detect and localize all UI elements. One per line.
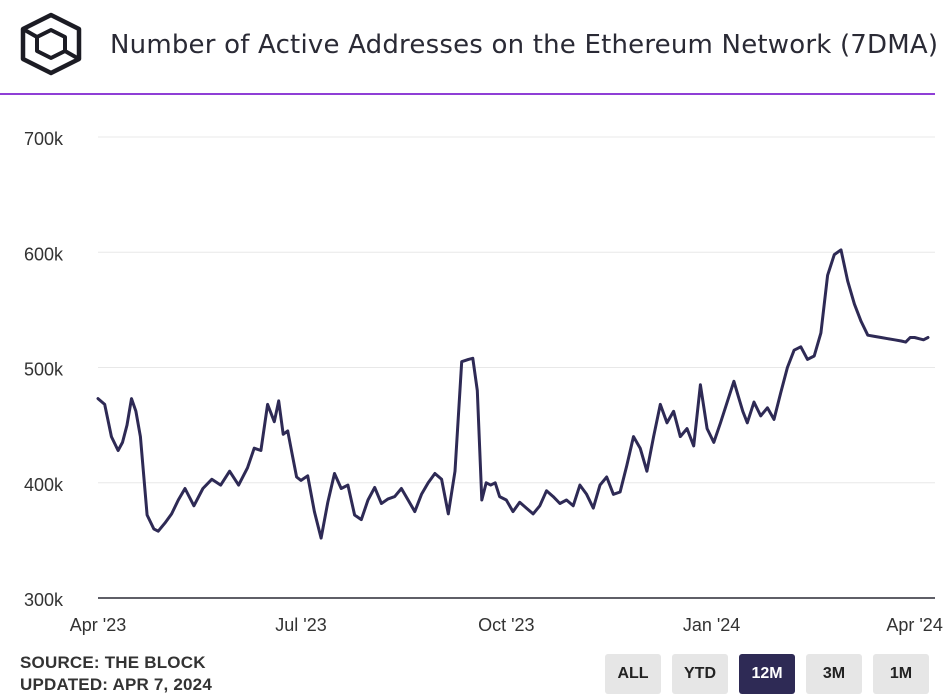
y-tick-label: 300k bbox=[24, 590, 64, 610]
y-tick-label: 700k bbox=[24, 129, 64, 149]
chart-title: Number of Active Addresses on the Ethere… bbox=[110, 30, 939, 60]
source-label: SOURCE: THE BLOCK bbox=[20, 653, 206, 672]
range-selector: ALL YTD 12M 3M 1M bbox=[605, 654, 940, 694]
x-tick-label: Jan '24 bbox=[683, 615, 740, 635]
y-tick-label: 500k bbox=[24, 360, 64, 380]
x-tick-label: Jul '23 bbox=[275, 615, 326, 635]
range-button-ytd[interactable]: YTD bbox=[672, 654, 728, 694]
range-button-12m[interactable]: 12M bbox=[739, 654, 795, 694]
header-divider bbox=[0, 93, 935, 95]
chart-header: Number of Active Addresses on the Ethere… bbox=[0, 0, 948, 95]
x-tick-label: Oct '23 bbox=[478, 615, 534, 635]
the-block-logo-icon bbox=[20, 12, 82, 76]
y-tick-label: 600k bbox=[24, 244, 64, 264]
x-tick-label: Apr '24 bbox=[886, 615, 942, 635]
range-button-1m[interactable]: 1M bbox=[873, 654, 929, 694]
x-tick-label: Apr '23 bbox=[70, 615, 126, 635]
range-button-3m[interactable]: 3M bbox=[806, 654, 862, 694]
updated-label: UPDATED: APR 7, 2024 bbox=[20, 675, 212, 694]
y-tick-label: 400k bbox=[24, 475, 64, 495]
footer-info: SOURCE: THE BLOCK UPDATED: APR 7, 2024 bbox=[20, 652, 212, 696]
line-chart: 300k 400k 500k 600k 700k Apr '23 Jul '23 Oct '2… bbox=[24, 129, 943, 635]
series-line-0 bbox=[96, 248, 930, 540]
range-button-all[interactable]: ALL bbox=[605, 654, 661, 694]
